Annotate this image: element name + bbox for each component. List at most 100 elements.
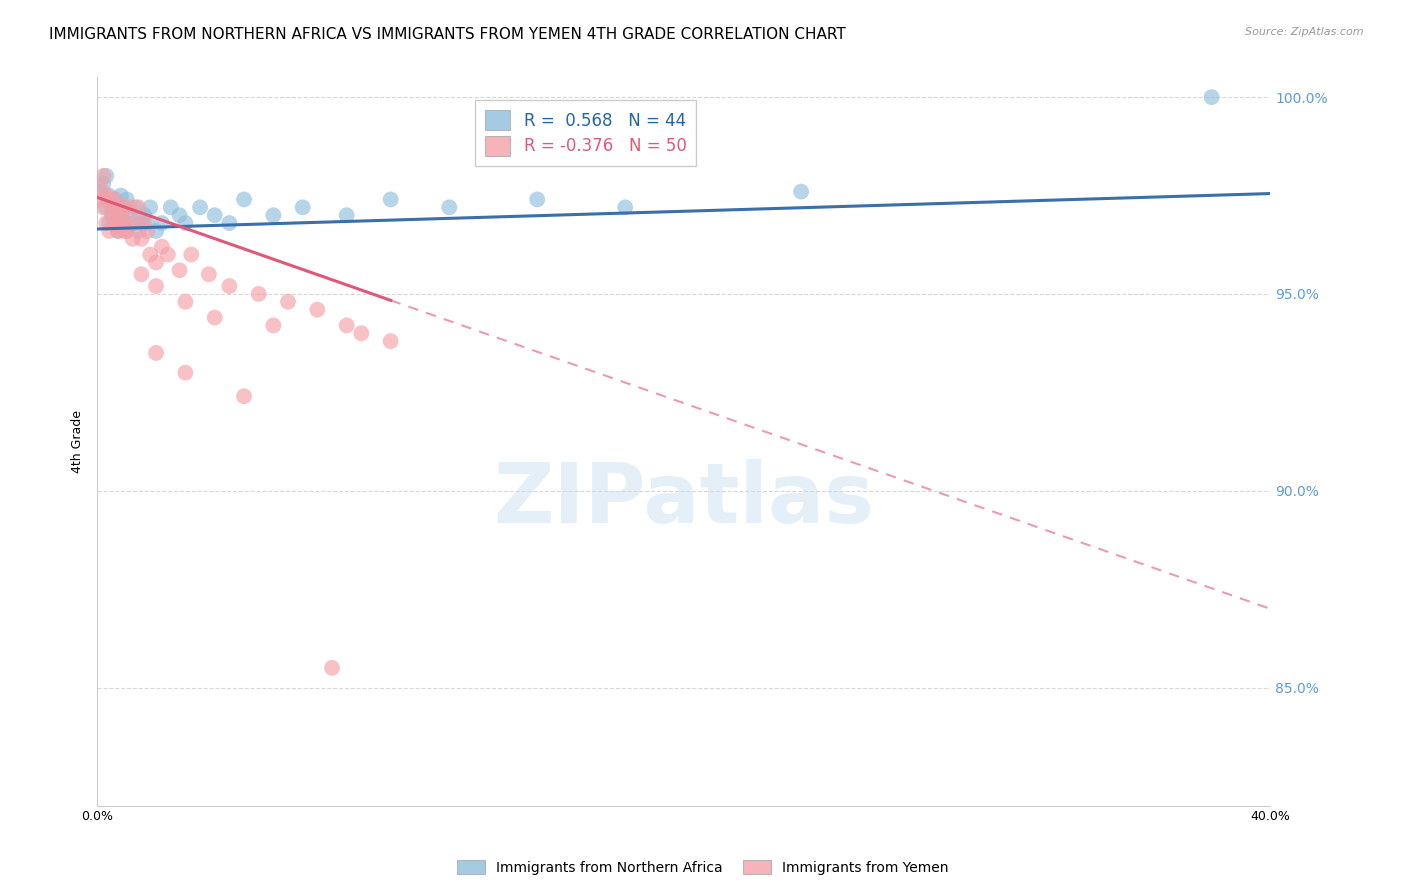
Point [188,200,211,214]
Point [198,267,221,281]
Point [291,200,314,214]
Point [204,310,226,325]
Point [112,200,135,214]
Point [127,200,149,214]
Point [89,180,111,194]
Point [174,216,197,230]
Point [98,216,121,230]
Point [145,346,167,360]
Point [145,279,167,293]
Point [110,188,132,202]
Point [262,318,284,333]
Point [104,216,127,230]
Point [131,267,153,281]
Point [136,216,159,230]
Point [115,224,138,238]
Point [127,224,149,238]
Point [145,224,167,238]
Text: ZIPatlas: ZIPatlas [494,459,875,541]
Point [89,193,111,207]
Point [169,263,191,277]
Point [131,216,153,230]
Point [89,185,111,199]
Point [136,224,159,238]
Point [112,200,135,214]
Point [115,224,138,238]
Point [218,216,240,230]
Point [159,200,181,214]
Point [233,193,256,207]
Point [112,224,135,238]
Point [96,188,118,202]
Point [112,216,135,230]
Point [107,200,129,214]
Point [124,200,146,214]
Point [91,177,114,191]
Point [115,216,138,230]
Point [145,255,167,269]
Point [180,247,202,261]
Point [150,216,173,230]
Point [277,294,299,309]
Point [218,279,240,293]
Point [121,232,143,246]
Point [101,200,124,214]
Point [169,208,191,222]
Point [204,208,226,222]
Point [91,200,114,214]
Point [131,232,153,246]
Point [134,216,156,230]
Point [262,208,284,222]
Point [96,216,118,230]
Point [380,334,402,348]
Point [110,216,132,230]
Point [107,224,129,238]
Point [156,247,179,261]
Point [110,208,132,222]
Point [121,216,143,230]
Y-axis label: 4th Grade: 4th Grade [72,410,84,473]
Point [134,208,156,222]
Point [174,366,197,380]
Point [790,185,813,199]
Point [321,661,343,675]
Point [96,169,118,183]
Point [526,193,548,207]
Point [104,193,127,207]
Point [439,200,461,214]
Point [336,318,359,333]
Point [107,200,129,214]
Point [101,208,124,222]
Point [380,193,402,207]
Point [101,200,124,214]
Point [98,224,121,238]
Point [118,208,141,222]
Point [150,240,173,254]
Point [139,200,162,214]
Point [139,247,162,261]
Point [174,294,197,309]
Point [101,208,124,222]
Legend: R =  0.568   N = 44, R = -0.376   N = 50: R = 0.568 N = 44, R = -0.376 N = 50 [475,100,696,166]
Point [96,200,118,214]
Point [104,216,127,230]
Point [1201,90,1223,104]
Point [115,193,138,207]
Point [124,216,146,230]
Text: Source: ZipAtlas.com: Source: ZipAtlas.com [1246,27,1364,37]
Point [91,169,114,183]
Point [110,208,132,222]
Point [118,200,141,214]
Point [307,302,329,317]
Point [350,326,373,341]
Point [336,208,359,222]
Point [233,389,256,403]
Point [614,200,637,214]
Point [98,188,121,202]
Point [107,224,129,238]
Point [247,287,270,301]
Point [104,193,127,207]
Text: IMMIGRANTS FROM NORTHERN AFRICA VS IMMIGRANTS FROM YEMEN 4TH GRADE CORRELATION C: IMMIGRANTS FROM NORTHERN AFRICA VS IMMIG… [49,27,846,42]
Point [98,193,121,207]
Legend: Immigrants from Northern Africa, Immigrants from Yemen: Immigrants from Northern Africa, Immigra… [451,855,955,880]
